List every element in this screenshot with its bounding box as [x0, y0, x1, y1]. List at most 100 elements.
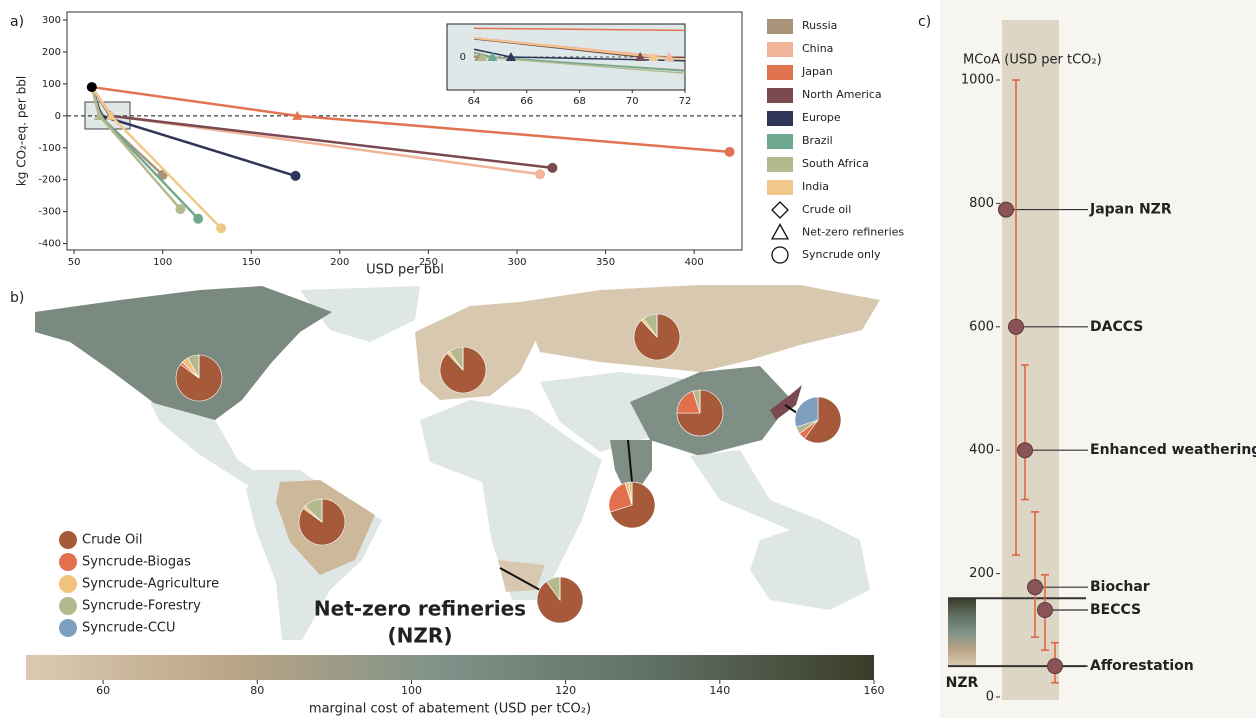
x-tick-label: 250	[419, 257, 438, 268]
inset-nzr-marker	[487, 52, 498, 61]
dot	[1047, 658, 1063, 675]
panel-label: b)	[10, 290, 24, 306]
y-tick-label: 200	[42, 47, 61, 58]
item-label: Enhanced weathering	[1090, 442, 1256, 458]
band-label: NZR	[946, 675, 979, 691]
inset-y-tick-label: 0	[460, 52, 466, 63]
legend-marker	[771, 246, 789, 264]
x-tick-label: 50	[68, 257, 81, 268]
syncrude-marker	[547, 162, 558, 173]
legend-label: China	[802, 42, 833, 55]
legend-label: Europe	[802, 111, 841, 124]
dot	[998, 201, 1014, 218]
country	[520, 285, 880, 372]
legend-label: Crude oil	[802, 203, 851, 216]
x-tick-label: 300	[507, 257, 526, 268]
dot	[1017, 442, 1033, 459]
y-tick-label: 100	[42, 79, 61, 90]
pie-slice	[794, 396, 819, 428]
land	[420, 400, 602, 600]
y-axis-label: MCoA (USD per tCO₂)	[963, 53, 1102, 68]
land	[150, 402, 265, 490]
y-tick-label: -100	[38, 143, 61, 154]
legend-marker	[771, 201, 789, 219]
colorbar-tick-label: 100	[401, 684, 422, 697]
x-tick-label: 150	[242, 257, 261, 268]
nzr-marker	[292, 110, 303, 120]
legend-swatch	[59, 619, 77, 637]
land	[750, 520, 870, 610]
item-label: BECCS	[1090, 602, 1141, 618]
item-label: Afforestation	[1090, 658, 1194, 674]
inset-nzr-marker	[648, 52, 659, 61]
item-label: Japan NZR	[1089, 202, 1172, 218]
legend-swatch	[59, 531, 77, 549]
dot	[1008, 318, 1024, 335]
syncrude-marker	[724, 146, 735, 157]
nzr-marker	[105, 110, 116, 120]
land	[300, 286, 420, 342]
legend-label: Syncrude-Forestry	[82, 599, 201, 614]
panel-label: a)	[10, 14, 24, 30]
colorbar-tick-label: 80	[250, 684, 264, 697]
inset-nzr-marker	[505, 52, 516, 61]
y-tick-label: 0	[986, 690, 994, 705]
y-tick-label: 300	[42, 15, 61, 26]
x-tick-label: 100	[153, 257, 172, 268]
pie-slice	[676, 389, 724, 437]
country	[770, 385, 802, 420]
y-tick-label: 200	[969, 566, 994, 581]
leader-line	[784, 404, 798, 414]
dot	[1037, 602, 1053, 619]
y-tick-label: 800	[969, 196, 994, 211]
legend-marker	[770, 223, 790, 240]
colorbar	[26, 655, 874, 680]
crude-oil-marker	[86, 82, 97, 93]
y-tick-label: 1000	[961, 73, 994, 88]
syncrude-marker	[535, 169, 546, 180]
legend-label: Syncrude-CCU	[82, 621, 176, 636]
plot-area	[66, 11, 743, 251]
colorbar-tick-label: 160	[864, 684, 885, 697]
legend-label: Syncrude-Biogas	[82, 555, 191, 570]
syncrude-marker	[175, 204, 186, 215]
annotation: Net-zero refineries	[314, 597, 526, 621]
legend-swatch	[59, 597, 77, 615]
y-tick-label: -200	[38, 175, 61, 186]
leader-line	[499, 567, 541, 591]
legend-swatch	[767, 42, 793, 57]
pie-slice	[609, 481, 656, 529]
inset-x-tick-label: 70	[626, 96, 639, 107]
colorbar-tick-label: 140	[709, 684, 730, 697]
inset-x-tick-label: 64	[468, 96, 481, 107]
y-tick-label: 600	[969, 319, 994, 334]
colorbar-label: marginal cost of abatement (USD per tCO₂…	[309, 702, 591, 717]
legend-swatch	[767, 134, 793, 149]
syncrude-marker	[290, 170, 301, 181]
x-tick-label: 350	[596, 257, 615, 268]
item-label: Biochar	[1090, 579, 1150, 595]
legend-swatch	[767, 180, 793, 195]
country	[35, 286, 332, 425]
legend-label: Japan	[801, 65, 833, 78]
legend-label: North America	[802, 88, 882, 101]
legend-swatch	[767, 111, 793, 126]
legend-label: Syncrude-Agriculture	[82, 577, 219, 592]
x-tick-label: 200	[330, 257, 349, 268]
pie-slice	[608, 482, 633, 513]
dot	[1027, 579, 1043, 596]
legend-label: Crude Oil	[82, 533, 143, 548]
inset-nzr-marker	[635, 52, 646, 61]
nzr-marker	[94, 110, 105, 120]
x-tick-label: 400	[685, 257, 704, 268]
y-tick-label: 400	[969, 443, 994, 458]
legend-label: Brazil	[802, 134, 833, 147]
legend-swatch	[767, 65, 793, 80]
x-axis-label: USD per bbl	[366, 263, 444, 278]
y-tick-label: 0	[55, 111, 61, 122]
inset-x-tick-label: 66	[520, 96, 533, 107]
y-axis-label: kg CO₂-eq. per bbl	[15, 76, 29, 186]
inset-nzr-marker	[664, 52, 675, 61]
y-tick-label: -300	[38, 207, 61, 218]
legend-label: Net-zero refineries	[802, 226, 904, 239]
